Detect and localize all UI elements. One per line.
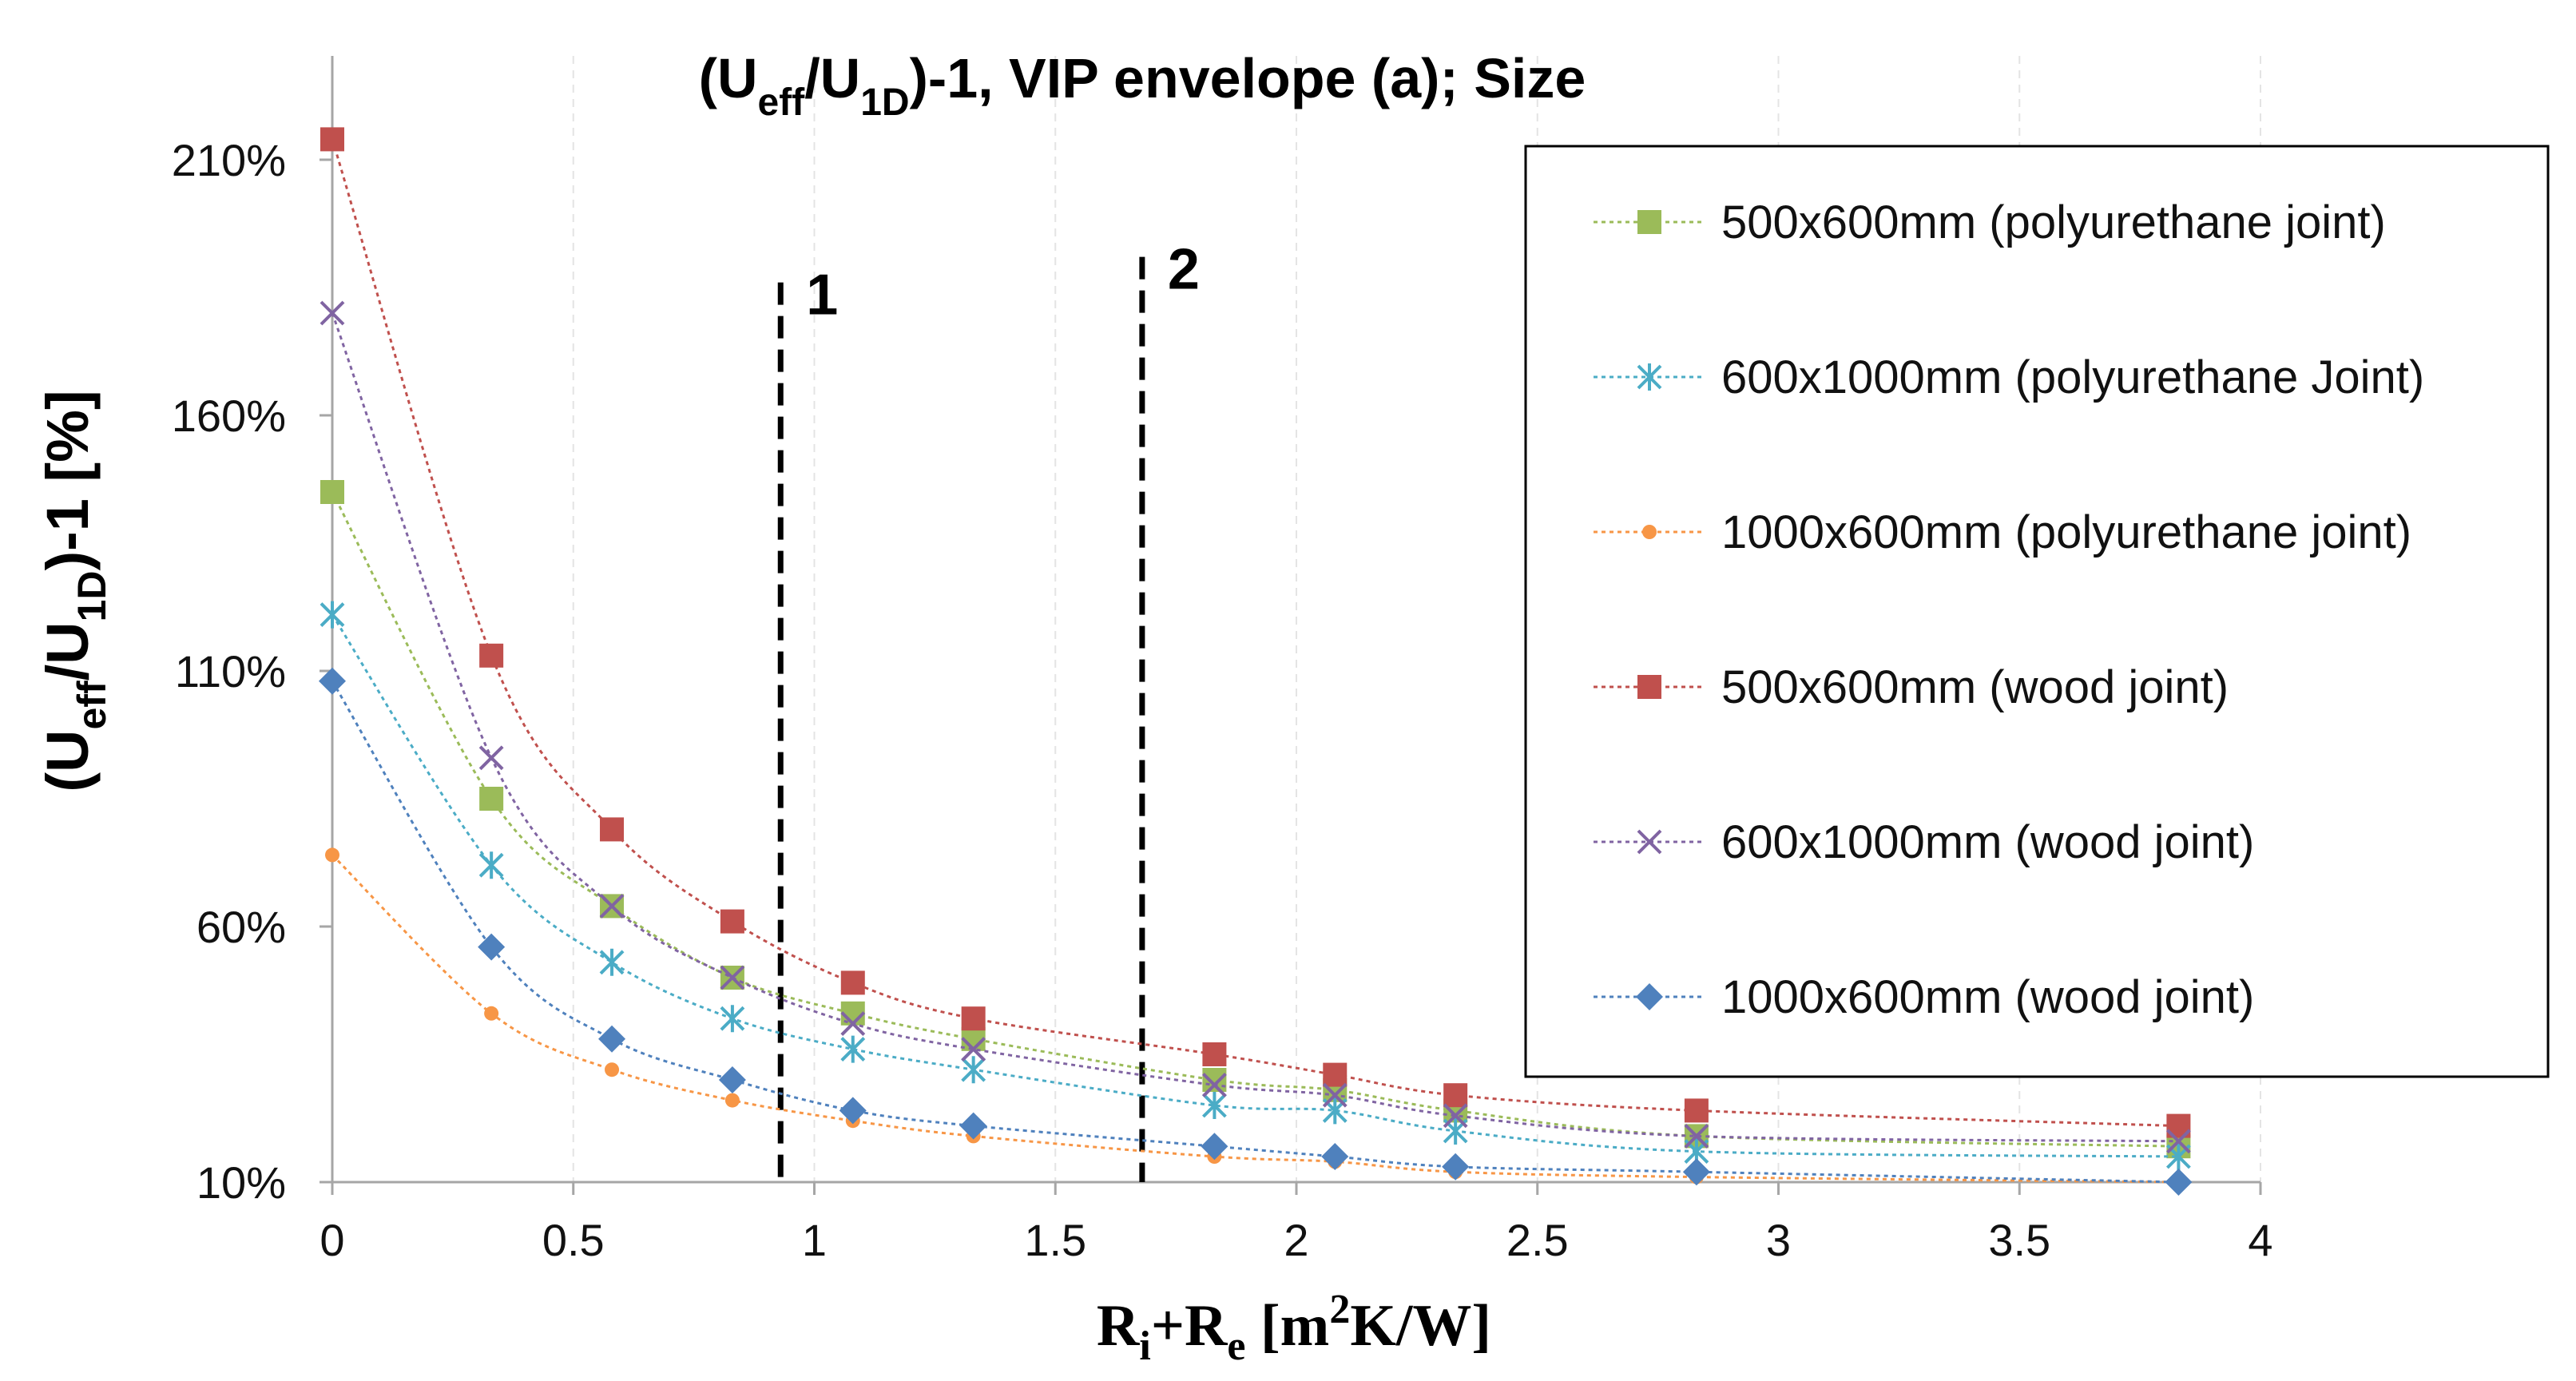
data-point: [1442, 1153, 1470, 1181]
x-axis-label: Ri+Re [m2K/W]: [1097, 1287, 1491, 1369]
data-point: [484, 1006, 499, 1021]
y-tick-label: 110%: [175, 646, 286, 696]
series-line: [331, 854, 2179, 1184]
x-tick-label: 1: [802, 1215, 827, 1265]
x-tick-label: 2.5: [1506, 1215, 1569, 1265]
x-tick-label: 4: [2248, 1215, 2272, 1265]
data-point: [1202, 1068, 1227, 1092]
data-point: [959, 1112, 987, 1140]
x-tick-label: 0.5: [542, 1215, 605, 1265]
plot-area: [319, 127, 2193, 1196]
data-point: [1684, 1123, 1709, 1149]
x-tick-label: 0: [320, 1215, 344, 1265]
data-point: [840, 1011, 866, 1037]
legend-label: 600x1000mm (wood joint): [1721, 816, 2254, 868]
data-point: [718, 1066, 746, 1093]
data-point: [320, 480, 344, 504]
axes: 0 0.5 1 1.5 2 2.5 3 3.5 4 10% 60% 110% 160% 210%: [172, 56, 2273, 1265]
legend-label: 600x1000mm (polyurethane Joint): [1721, 351, 2424, 403]
data-point: [1443, 1083, 1468, 1108]
legend-label: 1000x600mm (polyurethane joint): [1721, 506, 2411, 558]
chart-title: (Ueff/U1D)-1, VIP envelope (a); Size: [699, 47, 1586, 124]
data-point: [961, 1056, 986, 1084]
legend-marker: [1637, 675, 1661, 699]
series-line: [331, 613, 2179, 1158]
y-tick-label: 210%: [172, 135, 286, 185]
data-point: [839, 1097, 867, 1125]
data-point: [961, 1006, 986, 1031]
legend: 500x600mm (polyurethane joint) 600x1000mm…: [1594, 196, 2424, 1023]
data-point: [2165, 1169, 2193, 1196]
x-tick-label: 3: [1766, 1215, 1791, 1265]
legend-marker: [1637, 829, 1662, 855]
data-point: [325, 847, 339, 863]
series-line: [331, 681, 2179, 1184]
data-point: [840, 970, 865, 995]
data-point: [1322, 1082, 1348, 1108]
data-point: [600, 817, 625, 842]
data-point: [320, 601, 345, 629]
y-tick-label: 60%: [196, 902, 286, 952]
data-point: [599, 893, 625, 919]
data-point: [961, 1037, 986, 1062]
legend-label: 500x600mm (wood joint): [1721, 661, 2229, 713]
data-point: [2165, 1129, 2191, 1154]
data-point: [478, 851, 504, 879]
data-point: [1201, 1133, 1228, 1161]
data-point: [479, 643, 504, 668]
data-point: [1323, 1062, 1348, 1087]
data-point: [320, 127, 344, 152]
data-point: [479, 787, 504, 811]
data-point: [720, 909, 744, 934]
legend-marker: [1637, 363, 1662, 391]
data-point: [840, 1035, 866, 1063]
legend-marker: [1637, 210, 1661, 234]
data-point: [319, 667, 346, 695]
y-tick-label: 160%: [172, 391, 286, 441]
y-tick-label: 10%: [196, 1157, 286, 1208]
data-point: [1201, 1072, 1227, 1097]
legend-label: 1000x600mm (wood joint): [1721, 971, 2254, 1023]
x-tick-label: 1.5: [1024, 1215, 1086, 1265]
data-point: [720, 965, 745, 990]
data-point: [599, 948, 625, 976]
data-point: [1201, 1092, 1227, 1119]
data-point: [478, 745, 504, 771]
data-point: [720, 1005, 745, 1033]
data-point: [1443, 1103, 1468, 1129]
data-point: [1684, 1098, 1709, 1123]
series-line: [331, 491, 2179, 1148]
legend-marker: [1636, 983, 1663, 1010]
x-tick-label: 3.5: [1988, 1215, 2050, 1265]
series-line: [331, 312, 2179, 1143]
reference-line-label: 2: [1168, 238, 1200, 302]
data-point: [1682, 1158, 1710, 1186]
legend-marker: [1642, 525, 1657, 539]
data-point: [605, 1062, 620, 1077]
y-axis-label: (Ueff/U1D)-1 [%]: [34, 390, 114, 792]
x-tick-label: 2: [1284, 1215, 1308, 1265]
data-point: [724, 1093, 740, 1108]
data-point: [1202, 1042, 1227, 1066]
reference-line-label: 1: [806, 264, 838, 327]
legend-label: 500x600mm (polyurethane joint): [1721, 196, 2386, 248]
data-point: [598, 1025, 626, 1053]
legend-box: [1524, 145, 2550, 1078]
data-point: [478, 933, 506, 961]
data-point: [1321, 1143, 1349, 1170]
data-point: [320, 300, 345, 326]
